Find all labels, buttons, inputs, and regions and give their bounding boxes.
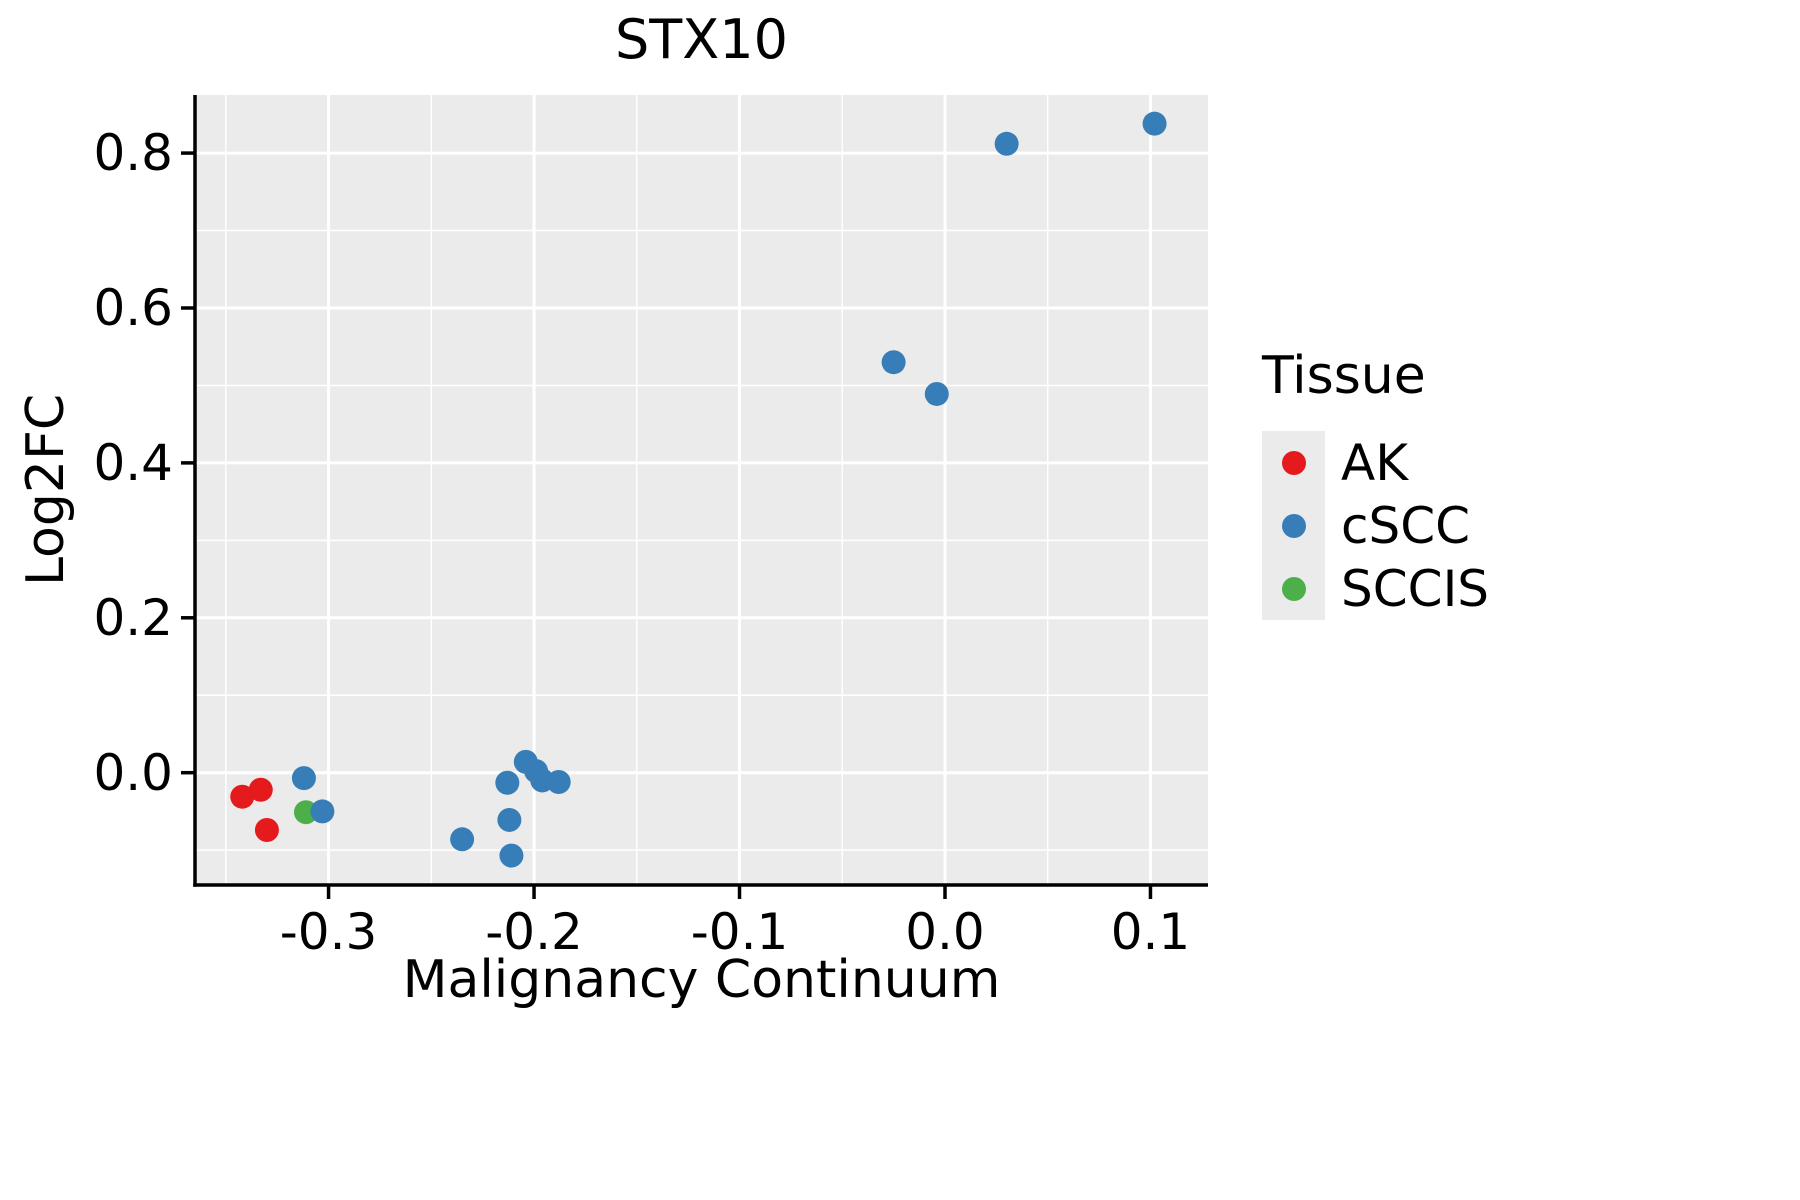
x-tick-label: -0.1: [690, 903, 789, 961]
data-point-cscc: [499, 843, 524, 868]
legend-title: Tissue: [1262, 346, 1426, 406]
data-point-cscc: [497, 807, 522, 832]
x-tick-label: -0.3: [279, 903, 378, 961]
y-tick-label: 0.8: [93, 124, 173, 183]
legend-entry-sccis: SCCIS: [1262, 557, 1490, 621]
legend-key: [1262, 494, 1325, 558]
y-axis-title: Log2FC: [16, 393, 76, 587]
legend-key: [1262, 431, 1325, 495]
legend-key: [1262, 557, 1325, 621]
legend-label-ak: AK: [1341, 433, 1408, 492]
legend-entry-cscc: cSCC: [1262, 494, 1489, 558]
chart-title: STX10: [615, 8, 788, 71]
data-point-cscc: [994, 131, 1019, 156]
legend-dot-sccis-icon: [1281, 576, 1306, 601]
plot-panel: [195, 95, 1208, 885]
y-tick-label: 0.0: [93, 743, 173, 802]
data-point-cscc: [495, 770, 520, 795]
data-point-cscc: [310, 799, 335, 824]
data-point-ak: [230, 784, 255, 809]
legend-label-cscc: cSCC: [1341, 496, 1471, 555]
data-point-cscc: [881, 350, 906, 375]
legend-entries: AK cSCC SCCIS: [1262, 431, 1490, 621]
data-point-ak: [254, 818, 279, 843]
legend-label-sccis: SCCIS: [1341, 559, 1490, 618]
data-point-cscc: [924, 381, 949, 406]
x-tick-label: 0.0: [905, 903, 985, 961]
x-tick-label: 0.1: [1110, 903, 1191, 961]
data-point-ak: [248, 777, 273, 802]
legend-entry-ak: AK: [1262, 431, 1489, 495]
y-tick-label: 0.2: [93, 588, 173, 647]
data-point-cscc: [291, 766, 316, 791]
x-tick-label: -0.2: [485, 903, 583, 961]
legend: Tissue AK cSCC SCCIS: [1262, 346, 1490, 621]
data-point-cscc: [450, 827, 475, 852]
y-tick-label: 0.6: [93, 278, 173, 337]
legend-dot-cscc-icon: [1281, 513, 1306, 538]
y-tick-label: 0.4: [93, 433, 173, 492]
data-point-cscc: [546, 769, 571, 794]
legend-dot-ak-icon: [1281, 450, 1306, 475]
data-point-cscc: [1142, 111, 1167, 136]
x-axis-title: Malignancy Continuum: [402, 950, 1001, 1010]
